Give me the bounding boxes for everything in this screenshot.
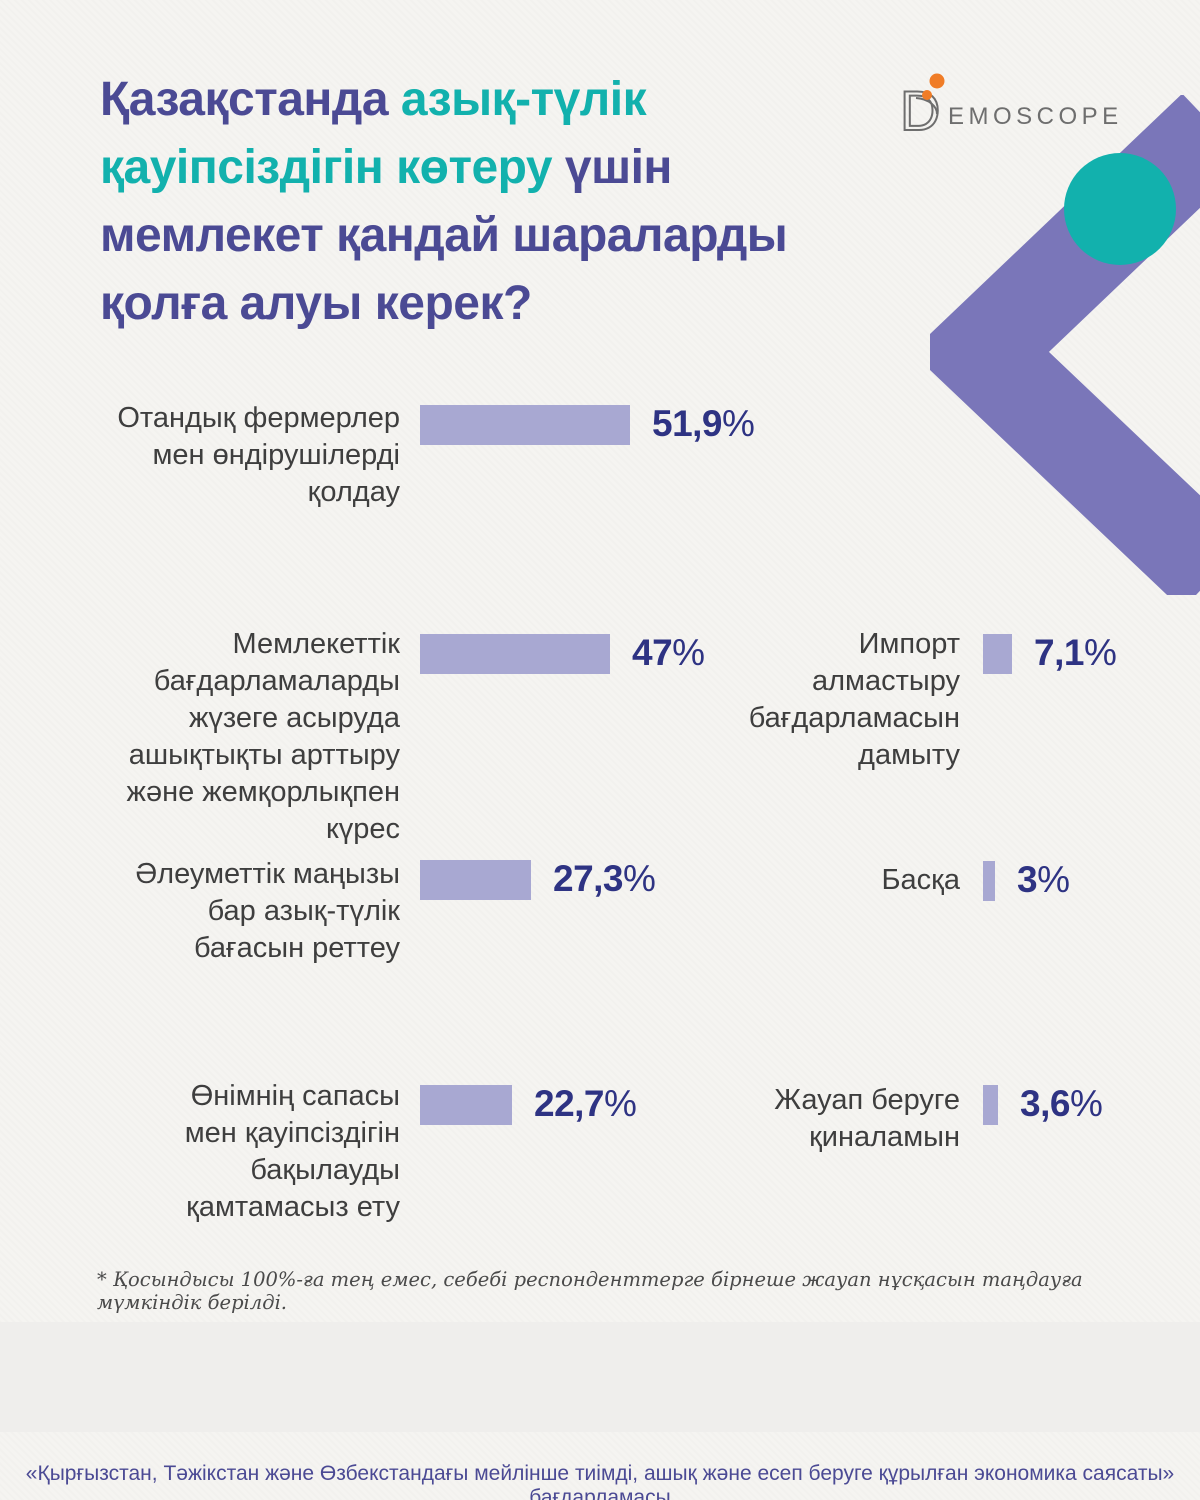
bar-value-number: 3,6 [1020,1083,1070,1124]
bar-value-state-programs: 47% [632,631,705,675]
bar-value-number: 7,1 [1034,632,1084,673]
bar-label-price-regulation: Әлеуметтік маңызы бар азық-түлік бағасын р… [95,856,400,967]
bar-label-line: жүзеге асыруда [189,702,400,734]
bar-price-regulation [420,860,531,900]
percent-sign: % [604,1083,637,1124]
title-segment: мемлекет қандай шараларды [100,209,788,262]
title-segment: Қазақстанда [100,73,401,126]
bar-label-line: ашықтықты арттыру [128,739,400,771]
bar-support-farmers [420,405,630,445]
bar-label-line: алмастыру [811,665,960,697]
bar-label-line: күрес [326,813,400,845]
bar-label-line: Мемлекеттік [232,628,400,660]
percent-sign: % [1069,1083,1103,1124]
bar-label-line: бағасын реттеу [193,932,400,964]
percent-sign: % [1037,859,1070,900]
bar-value-other: 3% [1017,858,1070,902]
demoscope-dot-small [922,90,932,100]
bar-value-quality-control: 22,7% [534,1082,637,1126]
title-segment: қолға алуы керек? [100,277,532,330]
bar-value-price-regulation: 27,3% [553,857,656,901]
bar-label-line: қамтамасыз ету [186,1191,400,1223]
title-line: қауіпсіздігін көтеру үшін [100,134,940,202]
chevron-decoration [930,95,1200,595]
title-segment: үшін [552,141,673,194]
partner-logos-band: UK International Development Partnership… [0,1322,1200,1432]
teal-circle-shape [1064,153,1176,265]
bar-value-number: 47 [632,632,673,673]
bar-value-number: 51,9 [652,403,723,444]
demoscope-d-icon: D [900,73,945,138]
demoscope-logo: D EMOSCOPE [900,72,1140,138]
demoscope-wordmark: EMOSCOPE [948,103,1123,130]
bar-label-line: және жемқорлықпен [126,776,400,808]
demoscope-dot-large [929,73,945,89]
title-line: Қазақстанда азық-түлік [100,66,940,134]
bar-label-line: Импорт [858,628,960,660]
bar-hard-to-answer [983,1085,998,1125]
bar-label-line: мен қауіпсіздігін [184,1117,400,1149]
bar-label-other: Басқа [712,862,960,899]
title-line: қолға алуы керек? [100,270,940,338]
bar-value-support-farmers: 51,9% [652,402,755,446]
bar-label-line: Отандық фермерлер [117,402,400,434]
bar-quality-control [420,1085,512,1125]
bar-label-support-farmers: Отандық фермерлер мен өндірушілерді қолдау [95,400,400,511]
title-line: мемлекет қандай шараларды [100,202,940,270]
bar-label-line: бағдарламасын [748,702,960,734]
bar-import-substitution [983,634,1012,674]
bar-label-quality-control: Өнімнің сапасы мен қауіпсіздігін бақылауды… [95,1078,400,1226]
bar-label-line: Өнімнің сапасы [190,1080,400,1112]
bar-label-line: Басқа [881,864,960,896]
percent-sign: % [623,858,656,899]
bar-label-line: бар азық-түлік [207,895,400,927]
bar-label-line: Жауап беруге [774,1084,960,1116]
bar-label-line: дамыту [858,739,960,771]
bar-value-number: 3 [1017,859,1038,900]
demoscope-inner-arc [915,97,938,115]
bar-label-line: қиналамын [809,1121,960,1153]
bar-label-state-programs: Мемлекеттік бағдарламаларды жүзеге асыруда… [95,626,400,848]
bar-value-import-substitution: 7,1% [1034,631,1117,675]
title-segment: азық-түлік [400,73,647,126]
percent-sign: % [722,403,755,444]
bar-state-programs [420,634,610,674]
chart-footnote: * Қосындысы 100%-ға тең емес, себебі рес… [97,1268,1083,1314]
page-title: Қазақстанда азық-түлік қауіпсіздігін көте… [100,66,940,338]
percent-sign: % [1083,632,1117,673]
percent-sign: % [672,632,705,673]
bar-label-line: бағдарламаларды [153,665,400,697]
program-title: «Қырғызстан, Тәжікстан және Өзбекстандағ… [25,1462,1175,1500]
bar-value-hard-to-answer: 3,6% [1020,1082,1103,1126]
bar-label-line: бақылауды [250,1154,400,1186]
bar-value-number: 22,7 [534,1083,605,1124]
bar-label-line: қолдау [307,476,400,508]
bar-other [983,861,995,901]
bar-label-line: мен өндірушілерді [152,439,400,471]
bar-label-hard-to-answer: Жауап беруге қиналамын [712,1082,960,1156]
bar-label-line: Әлеуметтік маңызы [135,858,400,890]
bar-label-import-substitution: Импорт алмастыру бағдарламасын дамыту [712,626,960,774]
bar-value-number: 27,3 [553,858,624,899]
title-segment: қауіпсіздігін көтеру [100,141,553,194]
